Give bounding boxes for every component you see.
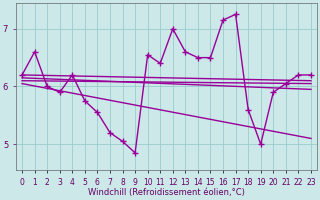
- X-axis label: Windchill (Refroidissement éolien,°C): Windchill (Refroidissement éolien,°C): [88, 188, 245, 197]
